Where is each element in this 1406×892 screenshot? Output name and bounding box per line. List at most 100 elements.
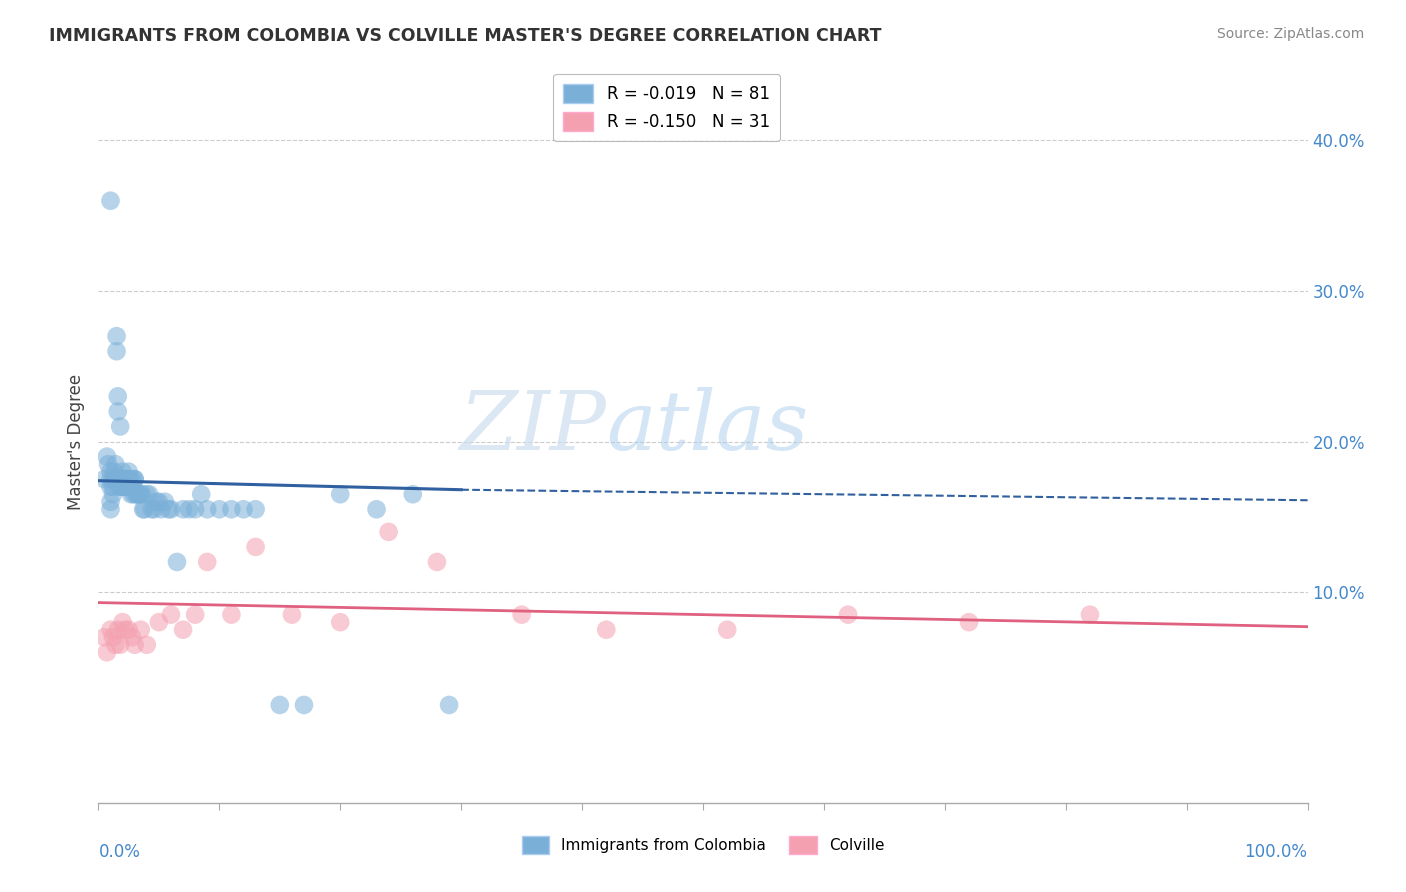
Text: Source: ZipAtlas.com: Source: ZipAtlas.com (1216, 27, 1364, 41)
Point (121, 480, 143, 494)
Point (138, 487, 160, 501)
Point (135, 487, 157, 501)
Point (837, 607, 859, 622)
Point (132, 502, 155, 516)
Point (141, 502, 163, 516)
Point (103, 472, 125, 486)
Point (184, 607, 207, 622)
Point (148, 615, 170, 630)
Point (100, 194, 122, 208)
Point (118, 472, 141, 486)
Point (221, 502, 243, 516)
Point (100, 502, 122, 516)
Point (135, 638, 157, 652)
Point (121, 630, 143, 644)
Text: atlas: atlas (606, 387, 808, 467)
Point (118, 623, 141, 637)
Point (107, 389, 129, 403)
Point (292, 698, 315, 712)
Point (114, 472, 136, 486)
Point (166, 555, 188, 569)
Point (127, 487, 149, 501)
Point (108, 480, 131, 494)
Text: ZIP: ZIP (460, 387, 606, 467)
Point (143, 502, 166, 516)
Point (104, 457, 127, 471)
Point (100, 494, 122, 508)
Point (172, 502, 194, 516)
Point (1078, 607, 1101, 622)
Y-axis label: Master's Degree: Master's Degree (66, 374, 84, 509)
Point (131, 487, 153, 501)
Point (184, 502, 207, 516)
Point (134, 502, 156, 516)
Point (172, 623, 194, 637)
Point (101, 487, 124, 501)
Point (122, 487, 145, 501)
Point (145, 494, 167, 508)
Point (115, 480, 138, 494)
Point (716, 623, 738, 637)
Point (595, 623, 617, 637)
Point (105, 329, 128, 343)
Point (124, 472, 146, 486)
Point (114, 623, 136, 637)
Point (101, 630, 124, 644)
Point (957, 615, 980, 630)
Point (269, 698, 291, 712)
Point (108, 472, 131, 486)
Point (105, 472, 128, 486)
Point (120, 487, 142, 501)
Point (129, 487, 152, 501)
Point (114, 480, 136, 494)
Point (100, 472, 122, 486)
Point (93, 630, 115, 644)
Point (105, 344, 128, 359)
Point (127, 487, 149, 501)
Point (148, 494, 170, 508)
Point (195, 502, 218, 516)
Point (104, 638, 127, 652)
Point (110, 480, 132, 494)
Point (129, 623, 152, 637)
Point (160, 502, 183, 516)
Point (245, 540, 267, 554)
Point (117, 472, 139, 486)
Point (510, 607, 533, 622)
Point (101, 472, 124, 486)
Point (125, 487, 148, 501)
Point (111, 465, 134, 479)
Point (281, 607, 304, 622)
Point (100, 623, 122, 637)
Point (103, 465, 125, 479)
Point (153, 494, 176, 508)
Point (121, 472, 143, 486)
Point (208, 502, 231, 516)
Point (329, 615, 352, 630)
Point (157, 502, 180, 516)
Point (96, 645, 118, 659)
Point (128, 487, 150, 501)
Point (117, 480, 139, 494)
Point (118, 472, 141, 486)
Legend: Immigrants from Colombia, Colville: Immigrants from Colombia, Colville (516, 830, 890, 860)
Point (426, 555, 449, 569)
Point (97, 457, 120, 471)
Text: 0.0%: 0.0% (98, 843, 141, 861)
Point (108, 480, 131, 494)
Point (402, 487, 425, 501)
Point (104, 472, 127, 486)
Point (232, 502, 254, 516)
Point (107, 623, 129, 637)
Point (118, 480, 141, 494)
Point (110, 472, 132, 486)
Point (160, 607, 183, 622)
Point (112, 472, 135, 486)
Point (366, 502, 388, 516)
Point (112, 480, 135, 494)
Point (245, 502, 267, 516)
Point (108, 638, 131, 652)
Point (124, 472, 146, 486)
Point (118, 465, 141, 479)
Point (124, 638, 146, 652)
